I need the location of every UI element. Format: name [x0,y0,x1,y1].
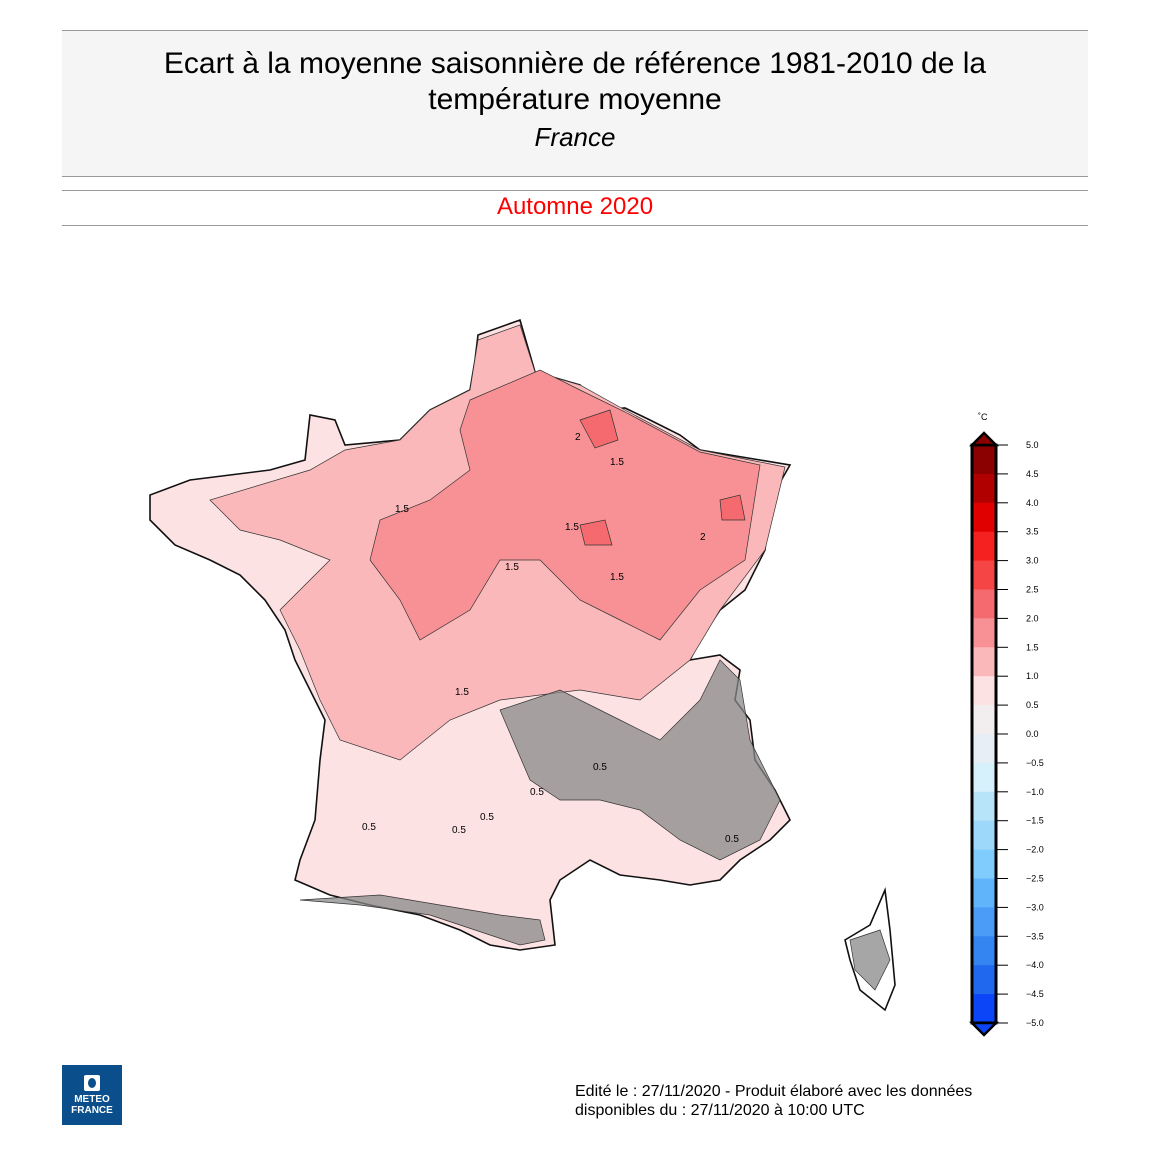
meteo-france-logo: METEO FRANCE [62,1065,122,1125]
contour-label: 1.5 [610,572,624,583]
colorbar-tick-label: 4.5 [1026,469,1039,479]
colorbar-tick-label: −0.5 [1026,758,1044,768]
title-panel: Ecart à la moyenne saisonnière de référe… [62,30,1088,177]
colorbar-bin [972,849,996,879]
mainland-france: 1.5 1.5 1.5 1.5 2 2 1.5 1.5 0.5 0.5 0.5 … [149,318,891,991]
colorbar-tick-label: −1.0 [1026,787,1044,797]
contour-labels: 1.5 1.5 1.5 1.5 2 2 1.5 1.5 0.5 0.5 0.5 … [362,432,739,845]
corsica-outline [844,886,896,1012]
colorbar-tick-label: −3.5 [1026,931,1044,941]
anomaly-1.5-to-2-zone [369,369,761,641]
contour-label: 0.5 [452,825,466,836]
contour-label: 1.5 [505,562,519,573]
contour-label: 2 [575,432,581,443]
colorbar-bin [972,791,996,822]
colorbar-bin [972,994,996,1024]
colorbar-tick-label: −3.0 [1026,902,1044,912]
colorbar-tick-label: −2.0 [1026,845,1044,855]
meteo-france-symbol-icon [84,1075,100,1091]
colorbar-tick-label: −1.5 [1026,816,1044,826]
footer-note: Edité le : 27/11/2020 - Produit élaboré … [575,1082,972,1120]
colorbar-bin [972,502,996,533]
colorbar-bin [972,705,996,735]
colorbar-lower-arrow [968,1021,1000,1037]
contour-label: 1.5 [565,522,579,533]
colorbar-upper-arrow [968,431,1000,447]
colorbar-bin [972,820,996,851]
contour-label: 0.5 [480,812,494,823]
contour-label: 0.5 [362,822,376,833]
colorbar-tick-label: 2.5 [1026,585,1039,595]
colorbar-bin [972,734,996,764]
contour-label: 1.5 [610,457,624,468]
colorbar-tick-label: −4.5 [1026,989,1044,999]
colorbar-ticks: 5.0 4.5 4.0 3.5 3.0 2.5 2.0 1.5 1.0 0.5 0.0 −0.5 −1.… [996,440,1044,1028]
colorbar-bin [972,618,996,648]
colorbar-bin [972,907,996,937]
contour-label: 1.5 [455,687,469,698]
colorbar-unit: ˚C [978,412,988,422]
contour-label: 2 [700,532,706,543]
colorbar-bin [972,445,996,475]
colorbar-bin [972,936,996,966]
colorbar-tick-label: 3.5 [1026,527,1039,537]
period-label: Automne 2020 [62,190,1088,226]
colorbar-tick-label: −5.0 [1026,1018,1044,1028]
colorbar-tick-label: 0.5 [1026,700,1039,710]
colorbar-bin [972,878,996,908]
contour-label: 0.5 [725,834,739,845]
logo-text: FRANCE [71,1105,113,1116]
colorbar-tick-label: 1.5 [1026,642,1039,652]
colorbar-bin [972,560,996,590]
colorbar-tick-label: 2.0 [1026,613,1039,623]
colorbar-bin [972,647,996,677]
footer-line: disponibles du : 27/11/2020 à 10:00 UTC [575,1102,865,1119]
colorbar-bin [972,965,996,995]
colorbar-bin [972,762,996,793]
footer-line: Edité le : 27/11/2020 - Produit élaboré … [575,1083,973,1100]
colorbar-bin [972,531,996,562]
anomaly-below-zero-zone [299,659,891,991]
colorbar-bins [968,431,1000,1037]
colorbar-tick-label: 3.0 [1026,556,1039,566]
logo-text: METEO [74,1094,110,1105]
contour-label: 0.5 [593,762,607,773]
colorbar-tick-label: −4.0 [1026,960,1044,970]
contour-label: 1.5 [395,504,409,515]
colorbar-tick-label: 1.0 [1026,671,1039,681]
contour-label: 0.5 [530,787,544,798]
map-title: Ecart à la moyenne saisonnière de référe… [163,47,987,116]
colorbar-bin [972,589,996,619]
anomaly-2-to-2.5-zone [579,409,746,546]
colorbar-tick-label: 0.0 [1026,729,1039,739]
colorbar-tick-label: 5.0 [1026,440,1039,450]
map-subtitle: France [534,122,616,152]
colorbar-bin [972,676,996,706]
colorbar-tick-label: −2.5 [1026,874,1044,884]
colorbar-tick-label: 4.0 [1026,498,1039,508]
colorbar-bin [972,473,996,504]
